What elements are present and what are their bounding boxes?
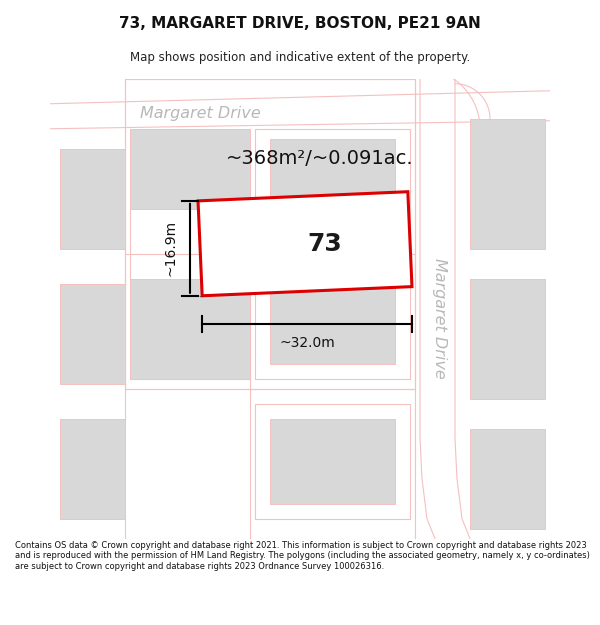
Bar — [60, 149, 125, 249]
Bar — [125, 79, 415, 389]
Bar — [255, 129, 410, 249]
Bar — [130, 159, 250, 379]
Text: ~32.0m: ~32.0m — [279, 336, 335, 350]
Bar — [270, 139, 395, 234]
Text: 73: 73 — [308, 232, 343, 256]
Text: Contains OS data © Crown copyright and database right 2021. This information is : Contains OS data © Crown copyright and d… — [15, 541, 590, 571]
Text: ~16.9m: ~16.9m — [163, 220, 177, 276]
Bar — [125, 79, 415, 539]
Bar — [130, 129, 250, 209]
Text: Margaret Drive: Margaret Drive — [140, 106, 261, 121]
Bar — [470, 279, 545, 399]
Bar — [470, 119, 545, 249]
Bar — [130, 279, 250, 379]
Text: ~368m²/~0.091ac.: ~368m²/~0.091ac. — [226, 149, 414, 168]
Bar — [270, 419, 395, 504]
Text: Map shows position and indicative extent of the property.: Map shows position and indicative extent… — [130, 51, 470, 64]
Bar — [60, 419, 125, 519]
Bar — [60, 284, 125, 384]
Text: 73, MARGARET DRIVE, BOSTON, PE21 9AN: 73, MARGARET DRIVE, BOSTON, PE21 9AN — [119, 16, 481, 31]
Polygon shape — [253, 204, 386, 284]
Text: Margaret Drive: Margaret Drive — [433, 258, 448, 379]
Bar — [255, 264, 410, 379]
Bar — [255, 404, 410, 519]
Bar — [270, 279, 395, 364]
Polygon shape — [198, 192, 412, 296]
Bar — [470, 429, 545, 529]
